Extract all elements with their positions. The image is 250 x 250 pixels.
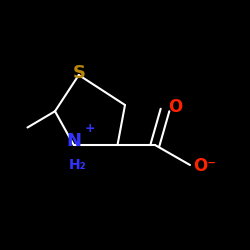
Text: O⁻: O⁻: [194, 157, 216, 175]
Text: S: S: [72, 64, 85, 82]
Text: H₂: H₂: [69, 158, 86, 172]
Text: N: N: [66, 132, 81, 150]
Text: O: O: [168, 98, 182, 116]
Text: +: +: [85, 122, 95, 135]
